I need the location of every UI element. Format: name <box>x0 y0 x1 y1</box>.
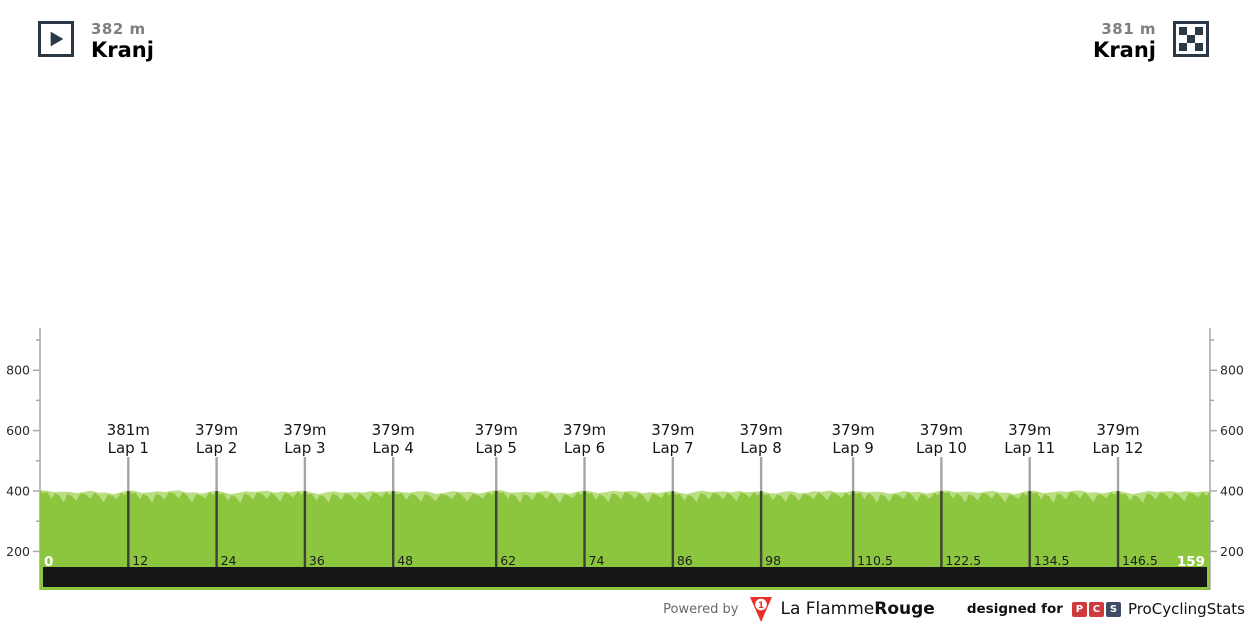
svg-text:379m: 379m <box>283 421 326 439</box>
svg-text:379m: 379m <box>563 421 606 439</box>
branding-footer: Powered by 1 La FlammeRouge designed for… <box>663 596 1245 622</box>
svg-text:36: 36 <box>309 553 325 568</box>
finish-location: Kranj <box>1093 38 1156 62</box>
svg-text:Lap 12: Lap 12 <box>1093 439 1144 457</box>
svg-text:400: 400 <box>6 484 30 499</box>
svg-text:800: 800 <box>1220 363 1244 378</box>
pcs-logo[interactable]: P C S <box>1071 601 1121 617</box>
svg-text:Lap 11: Lap 11 <box>1004 439 1055 457</box>
pcs-letter-p: P <box>1071 601 1087 617</box>
svg-text:Lap 8: Lap 8 <box>740 439 781 457</box>
procyclingstats-wordmark[interactable]: ProCyclingStats <box>1127 600 1245 618</box>
finish-elevation: 381 m <box>1101 20 1156 38</box>
checkered-flag-icon <box>1179 27 1203 51</box>
finish-header: 381 m Kranj <box>1093 21 1209 63</box>
svg-text:Lap 4: Lap 4 <box>373 439 414 457</box>
svg-text:200: 200 <box>6 544 30 559</box>
svg-text:600: 600 <box>1220 423 1244 438</box>
svg-text:74: 74 <box>589 553 605 568</box>
svg-text:134.5: 134.5 <box>1034 553 1070 568</box>
svg-text:379m: 379m <box>651 421 694 439</box>
svg-text:1: 1 <box>758 601 764 611</box>
start-flag-icon <box>38 21 74 57</box>
svg-text:379m: 379m <box>740 421 783 439</box>
finish-flag-icon <box>1173 21 1209 57</box>
svg-text:Lap 3: Lap 3 <box>284 439 325 457</box>
svg-text:800: 800 <box>6 363 30 378</box>
svg-text:Lap 5: Lap 5 <box>476 439 517 457</box>
svg-text:110.5: 110.5 <box>857 553 893 568</box>
svg-text:Lap 10: Lap 10 <box>916 439 967 457</box>
start-header: 382 m Kranj <box>38 21 154 63</box>
svg-text:600: 600 <box>6 423 30 438</box>
svg-text:98: 98 <box>765 553 781 568</box>
svg-text:24: 24 <box>221 553 237 568</box>
svg-text:381m: 381m <box>107 421 150 439</box>
start-elevation: 382 m <box>91 20 146 38</box>
la-flamme-rouge-wordmark[interactable]: La FlammeRouge <box>780 599 934 619</box>
svg-text:Lap 9: Lap 9 <box>832 439 873 457</box>
svg-text:159: 159 <box>1177 554 1205 570</box>
designed-for-label: designed for <box>966 601 1063 617</box>
svg-text:379m: 379m <box>1096 421 1139 439</box>
svg-text:379m: 379m <box>920 421 963 439</box>
svg-text:379m: 379m <box>831 421 874 439</box>
svg-text:62: 62 <box>500 553 516 568</box>
svg-text:48: 48 <box>397 553 413 568</box>
svg-text:379m: 379m <box>372 421 415 439</box>
svg-text:0: 0 <box>44 554 53 570</box>
svg-text:379m: 379m <box>195 421 238 439</box>
svg-text:Lap 2: Lap 2 <box>196 439 237 457</box>
svg-text:Lap 1: Lap 1 <box>108 439 149 457</box>
svg-text:Lap 6: Lap 6 <box>564 439 605 457</box>
play-icon <box>50 31 64 47</box>
lfr-bold: Rouge <box>874 599 935 619</box>
svg-text:400: 400 <box>1220 484 1244 499</box>
svg-text:12: 12 <box>132 553 148 568</box>
svg-text:200: 200 <box>1220 544 1244 559</box>
pcs-letter-c: C <box>1088 601 1104 617</box>
svg-text:86: 86 <box>677 553 693 568</box>
svg-text:379m: 379m <box>1008 421 1051 439</box>
pcs-letter-s: S <box>1105 601 1121 617</box>
svg-text:379m: 379m <box>475 421 518 439</box>
svg-text:146.5: 146.5 <box>1122 553 1158 568</box>
powered-by-label: Powered by <box>663 601 739 617</box>
start-location: Kranj <box>91 38 154 62</box>
svg-text:Lap 7: Lap 7 <box>652 439 693 457</box>
la-flamme-rouge-icon: 1 <box>750 596 773 622</box>
svg-text:122.5: 122.5 <box>945 553 981 568</box>
lfr-regular: La Flamme <box>780 599 875 619</box>
